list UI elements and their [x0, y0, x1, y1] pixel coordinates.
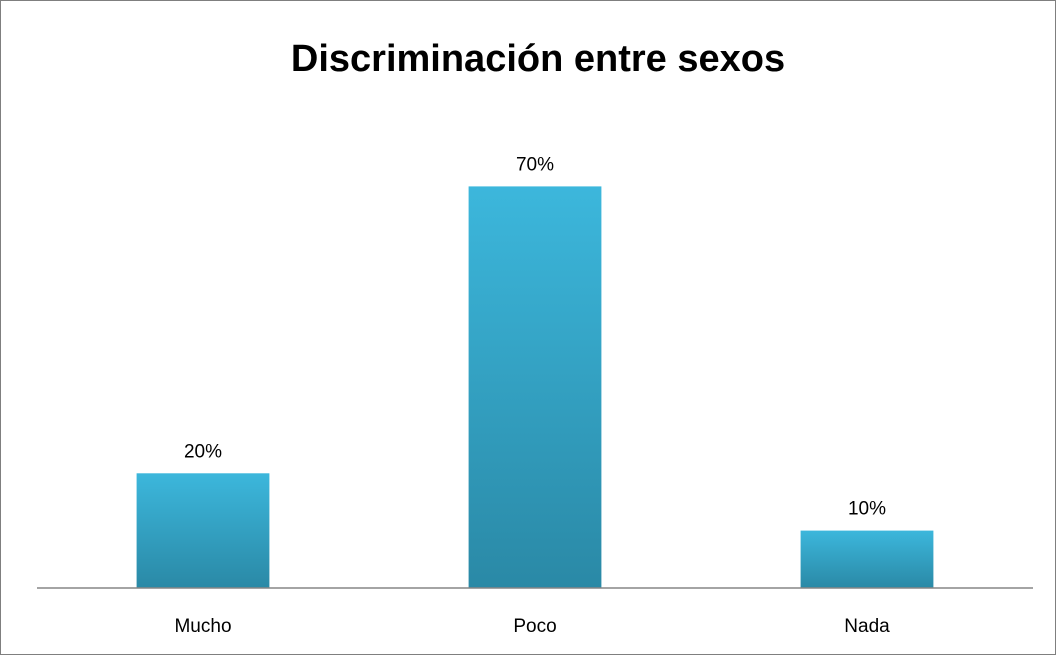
- x-tick-label-nada: Nada: [844, 616, 890, 637]
- data-label-mucho: 20%: [184, 441, 222, 462]
- data-label-poco: 70%: [516, 154, 554, 175]
- x-tick-label-poco: Poco: [513, 616, 556, 637]
- bar-poco: [468, 186, 602, 588]
- bars-layer: [136, 186, 934, 589]
- x-tick-labels-layer: Mucho Poco Nada: [174, 616, 890, 637]
- bar-nada: [800, 530, 934, 588]
- data-labels-layer: 20% 70% 10%: [184, 154, 886, 519]
- chart-title: Discriminación entre sexos: [291, 38, 785, 80]
- bar-mucho: [136, 473, 270, 589]
- x-tick-label-mucho: Mucho: [174, 616, 231, 637]
- data-label-nada: 10%: [848, 499, 886, 520]
